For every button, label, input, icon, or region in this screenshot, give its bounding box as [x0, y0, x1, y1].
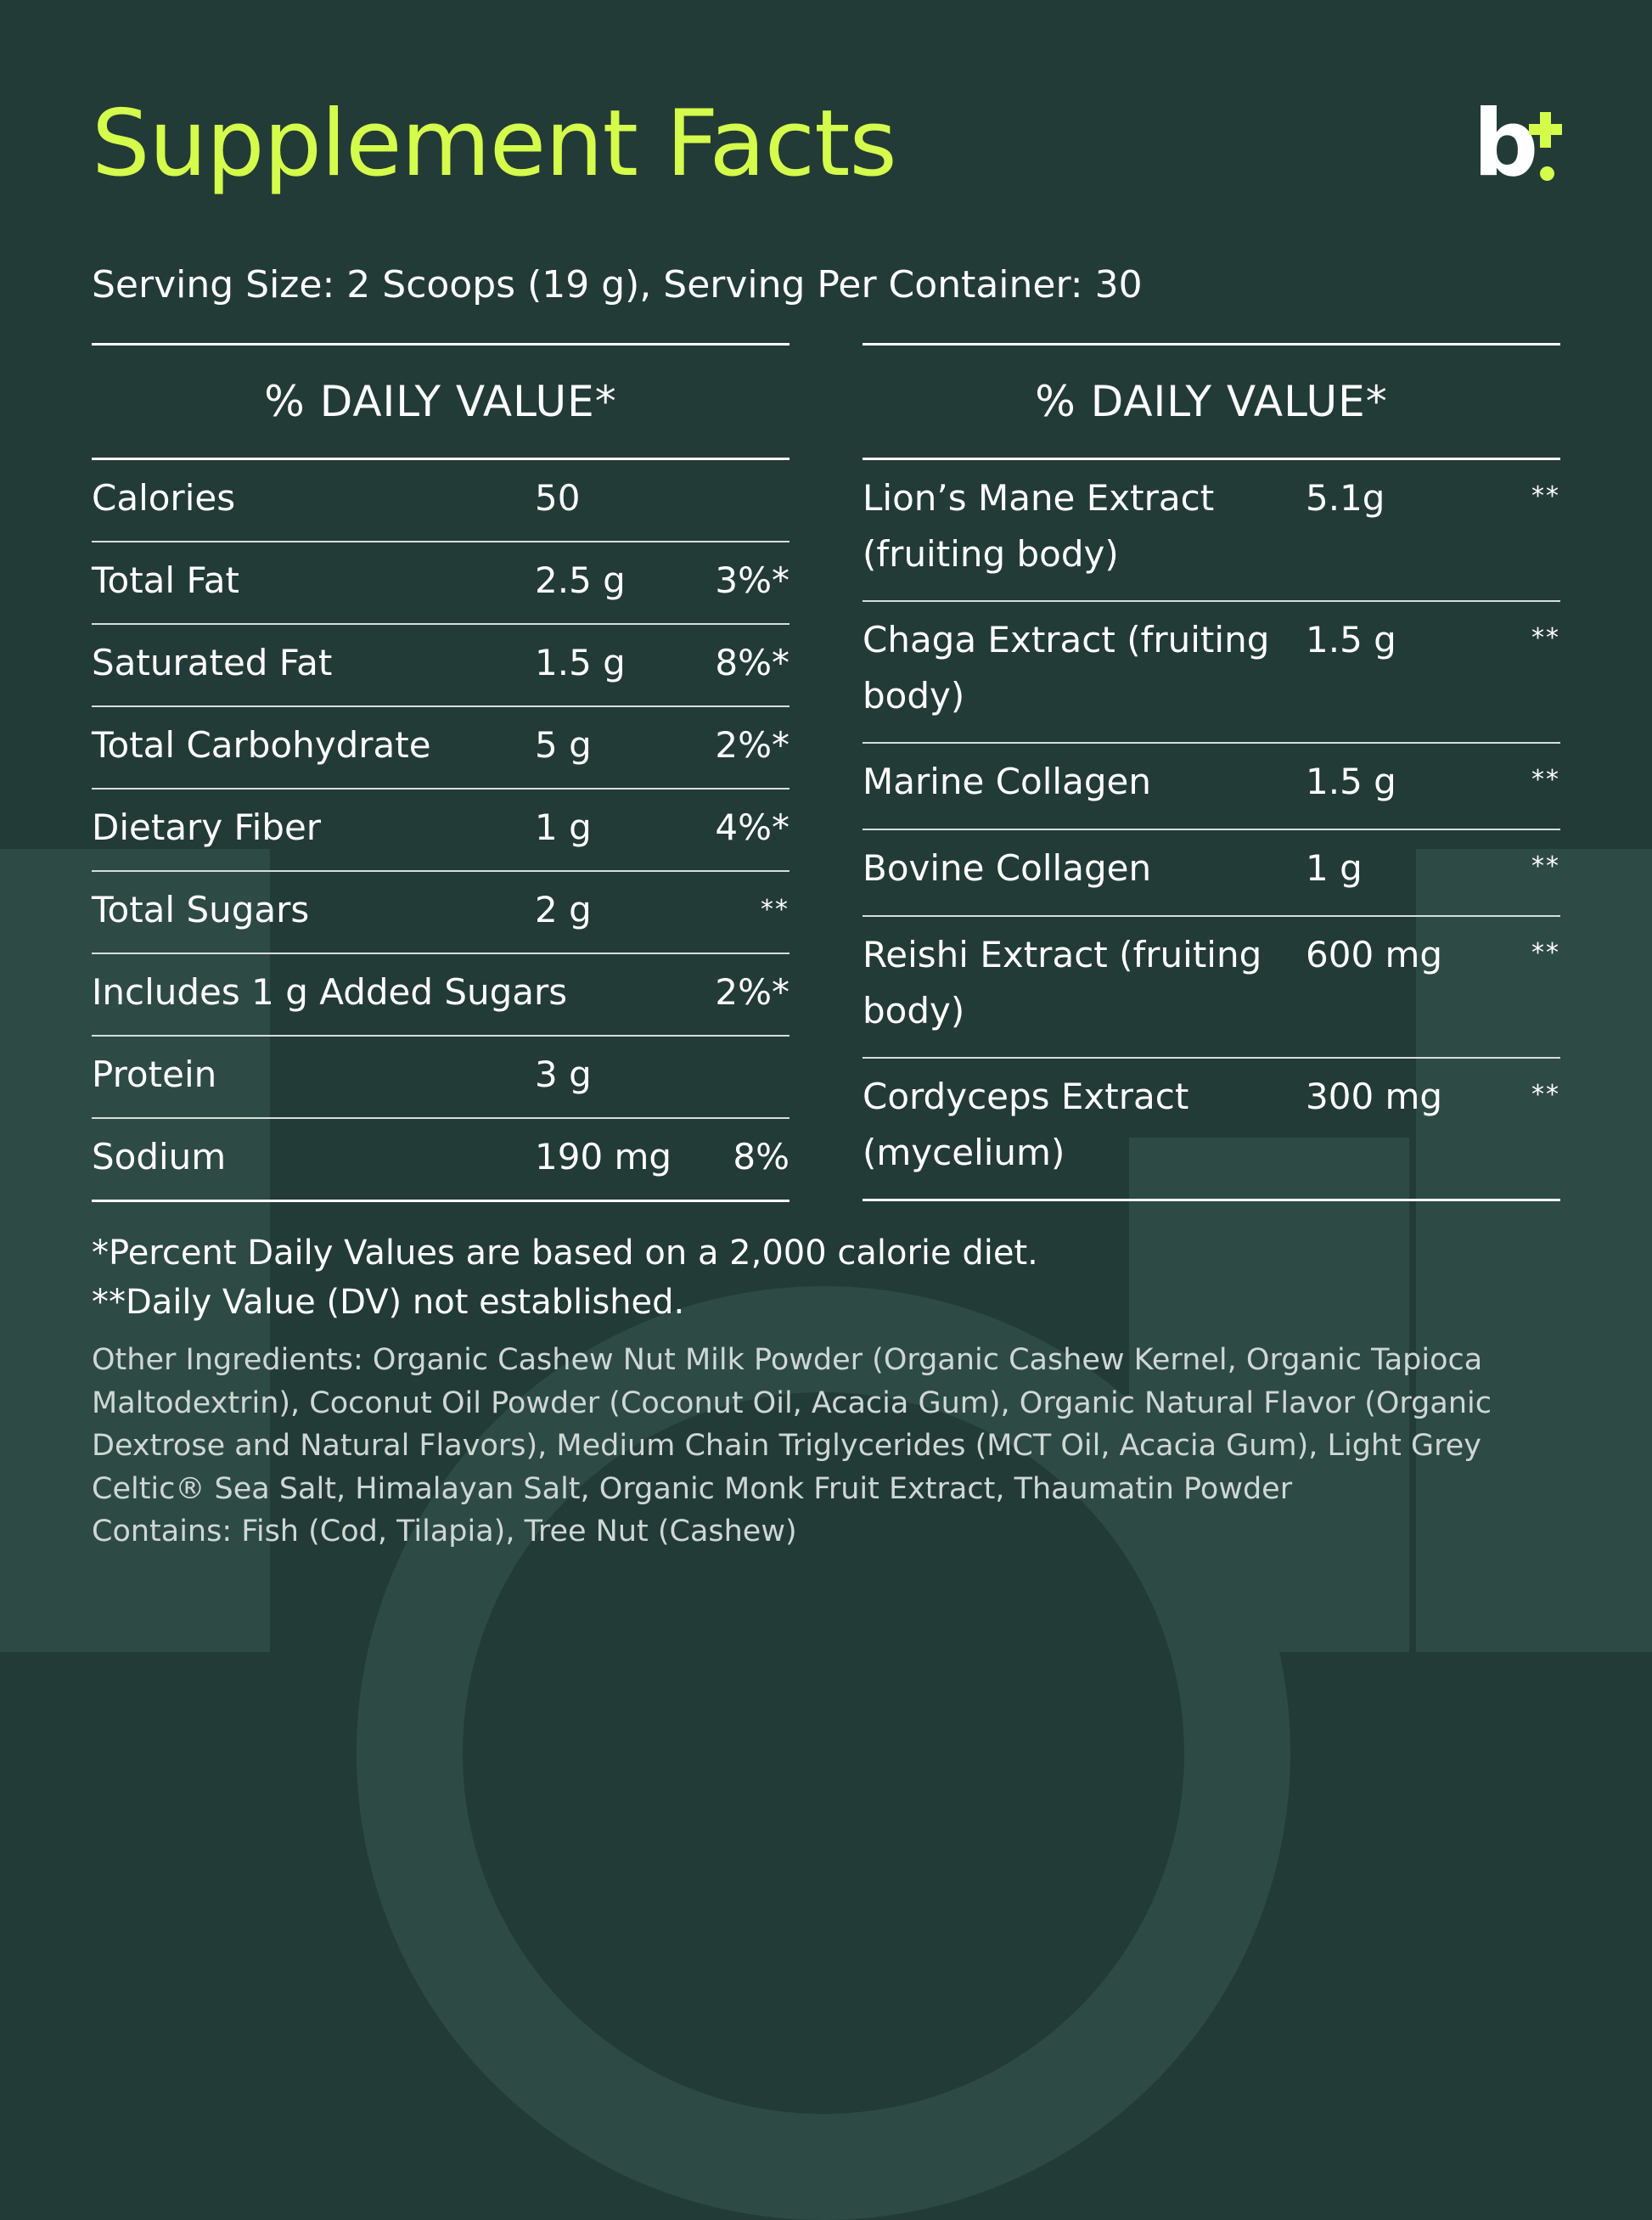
table-row: Reishi Extract (fruiting body) 600 mg ** [863, 917, 1560, 1059]
ingredient-name: Chaga Extract (fruiting body) [863, 619, 1270, 717]
divider [863, 458, 1560, 460]
nutrient-amount: 1 g [535, 807, 592, 848]
nutrient-amount: 3 g [535, 1054, 592, 1095]
table-row: Dietary Fiber 1 g 4%* [92, 790, 789, 872]
table-row: Total Fat 2.5 g 3%* [92, 542, 789, 625]
ingredient-amount: 5.1g [1306, 477, 1385, 519]
nutrient-name: Total Carbohydrate [92, 724, 431, 766]
nutrient-daily-value: 2%* [715, 971, 789, 1013]
ingredient-rows: Lion’s Mane Extract (fruiting body) 5.1g… [863, 460, 1560, 1201]
nutrient-daily-value: 8%* [715, 642, 789, 683]
ingredient-name: Marine Collagen [863, 761, 1151, 802]
table-row: Protein 3 g [92, 1037, 789, 1119]
ingredient-daily-value: ** [1531, 851, 1560, 881]
nutrient-daily-value: ** [761, 895, 789, 925]
nutrient-amount: 50 [535, 477, 581, 519]
nutrition-panel-right: % DAILY VALUE* Lion’s Mane Extract (frui… [863, 343, 1560, 1201]
table-row: Bovine Collagen 1 g ** [863, 830, 1560, 917]
nutrient-name: Total Fat [92, 559, 239, 601]
dot-icon [1540, 166, 1554, 181]
serving-info: Serving Size: 2 Scoops (19 g), Serving P… [92, 263, 1143, 306]
ingredient-name: Cordyceps Extract (mycelium) [863, 1076, 1189, 1173]
nutrient-name: Saturated Fat [92, 642, 333, 683]
nutrient-daily-value: 2%* [715, 724, 789, 766]
nutrient-amount: 1.5 g [535, 642, 626, 683]
ingredient-amount: 300 mg [1306, 1076, 1443, 1117]
divider [863, 343, 1560, 346]
footnote-percent: *Percent Daily Values are based on a 2,0… [92, 1234, 1038, 1273]
panel-header: % DAILY VALUE* [1035, 377, 1388, 426]
panel-header: % DAILY VALUE* [264, 377, 617, 426]
nutrient-amount: 2.5 g [535, 559, 626, 601]
other-ingredients: Other Ingredients: Organic Cashew Nut Mi… [92, 1339, 1569, 1554]
nutrient-name: Includes 1 g Added Sugars [92, 971, 568, 1013]
ingredient-amount: 1.5 g [1306, 619, 1396, 660]
table-row: Sodium 190 mg 8% [92, 1119, 789, 1202]
allergen-line: Contains: Fish (Cod, Tilapia), Tree Nut … [92, 1515, 797, 1548]
nutrient-name: Protein [92, 1054, 217, 1095]
ingredient-name: Bovine Collagen [863, 847, 1152, 889]
logo-letter: b [1473, 91, 1539, 197]
table-row: Calories 50 [92, 460, 789, 542]
ingredients-line: Celtic® Sea Salt, Himalayan Salt, Organi… [92, 1471, 1293, 1506]
nutrient-daily-value: 3%* [715, 559, 789, 601]
ingredient-daily-value: ** [1531, 765, 1560, 795]
ingredient-daily-value: ** [1531, 481, 1560, 511]
ingredient-name: Lion’s Mane Extract (fruiting body) [863, 477, 1215, 575]
table-row: Cordyceps Extract (mycelium) 300 mg ** [863, 1059, 1560, 1201]
table-row: Chaga Extract (fruiting body) 1.5 g ** [863, 602, 1560, 744]
ingredient-daily-value: ** [1531, 623, 1560, 653]
ingredient-amount: 1 g [1306, 847, 1363, 889]
nutrient-name: Dietary Fiber [92, 807, 322, 848]
table-row: Total Carbohydrate 5 g 2%* [92, 707, 789, 790]
page-title: Supplement Facts [92, 91, 897, 197]
nutrient-daily-value: 8% [733, 1136, 789, 1177]
table-row: Lion’s Mane Extract (fruiting body) 5.1g… [863, 460, 1560, 602]
divider [92, 458, 789, 460]
footnote-not-established: **Daily Value (DV) not established. [92, 1283, 685, 1322]
table-row: Marine Collagen 1.5 g ** [863, 744, 1560, 830]
ingredient-daily-value: ** [1531, 1080, 1560, 1110]
nutrient-amount: 2 g [535, 889, 592, 930]
ingredients-line: Maltodextrin), Coconut Oil Powder (Cocon… [92, 1385, 1492, 1420]
nutrient-name: Sodium [92, 1136, 227, 1177]
table-row: Total Sugars 2 g ** [92, 872, 789, 954]
nutrient-amount: 5 g [535, 724, 592, 766]
ingredient-amount: 600 mg [1306, 934, 1443, 975]
nutrient-daily-value: 4%* [715, 807, 789, 848]
nutrition-panel-left: % DAILY VALUE* Calories 50 Total Fat 2.5… [92, 343, 789, 1202]
ingredient-amount: 1.5 g [1306, 761, 1396, 802]
ingredients-line: Other Ingredients: Organic Cashew Nut Mi… [92, 1343, 1483, 1377]
ingredients-line: Dextrose and Natural Flavors), Medium Ch… [92, 1429, 1481, 1463]
brand-logo: b [1473, 98, 1562, 190]
ingredient-daily-value: ** [1531, 938, 1560, 968]
table-row: Includes 1 g Added Sugars 2%* [92, 954, 789, 1037]
nutrient-name: Total Sugars [92, 889, 310, 930]
nutrient-amount: 190 mg [535, 1136, 672, 1177]
ingredient-name: Reishi Extract (fruiting body) [863, 934, 1262, 1031]
table-row: Saturated Fat 1.5 g 8%* [92, 625, 789, 707]
nutrient-rows: Calories 50 Total Fat 2.5 g 3%* Saturate… [92, 460, 789, 1202]
divider [92, 343, 789, 346]
nutrient-name: Calories [92, 477, 236, 519]
